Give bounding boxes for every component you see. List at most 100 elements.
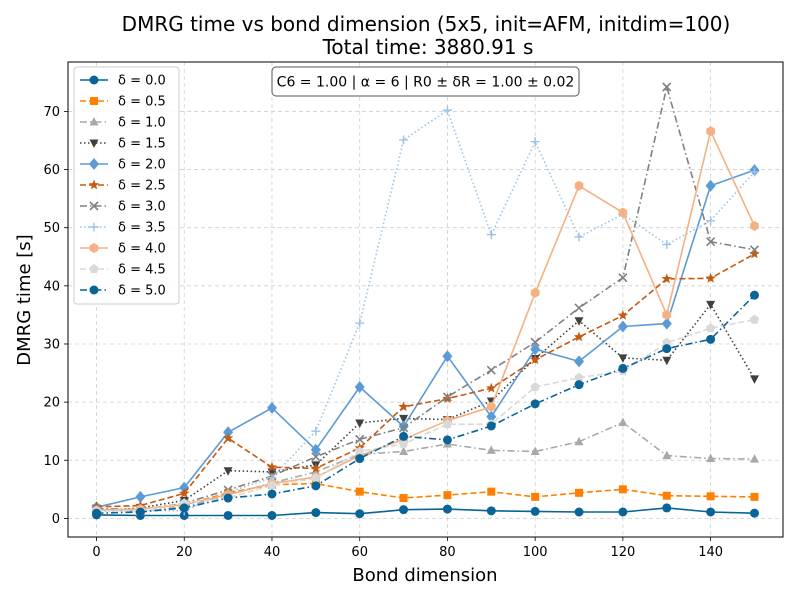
- data-point: [706, 453, 716, 462]
- data-point: [661, 317, 672, 330]
- series-line: [96, 253, 755, 508]
- data-point: [179, 487, 190, 498]
- data-point: [530, 287, 540, 298]
- data-point: [311, 452, 321, 462]
- data-point: [399, 135, 409, 145]
- data-point: [574, 317, 584, 326]
- legend-entry: δ = 2.0: [80, 158, 166, 173]
- series-line: [96, 130, 756, 512]
- data-point: [311, 473, 321, 483]
- x-axis-label: Bond dimension: [352, 565, 497, 586]
- data-point: [135, 490, 146, 503]
- data-point: [574, 436, 584, 446]
- chart-title: DMRG time vs bond dimension (5x5, init=A…: [122, 12, 731, 36]
- data-point: [442, 392, 452, 402]
- data-point: [179, 510, 189, 520]
- series-10: [92, 290, 759, 518]
- legend-entry: δ = 0.5: [80, 95, 166, 110]
- data-point: [487, 487, 496, 496]
- data-point: [399, 446, 409, 455]
- legend-frame: [73, 66, 180, 305]
- data-point: [355, 454, 365, 464]
- data-point: [530, 343, 541, 356]
- data-point: [223, 510, 233, 520]
- data-point: [487, 401, 496, 412]
- legend-marker: [89, 117, 99, 126]
- data-point: [706, 334, 716, 344]
- legend-label: δ = 0.5: [118, 95, 166, 110]
- data-point: [135, 507, 145, 517]
- data-point: [267, 510, 277, 520]
- legend: δ = 0.0 δ = 0.5 δ = 1.0 δ = 1.5 δ = 2.0 δ = 2…: [73, 66, 180, 305]
- data-point: [574, 507, 584, 517]
- data-point: [705, 323, 716, 333]
- data-point: [355, 419, 365, 428]
- data-point: [442, 419, 453, 429]
- data-point: [530, 337, 540, 347]
- data-point: [662, 344, 672, 354]
- chart-subtitle: Total time: 3880.91 s: [322, 35, 534, 59]
- series-area: [91, 82, 760, 520]
- data-point: [750, 375, 759, 384]
- data-point: [749, 248, 760, 259]
- data-point: [354, 446, 365, 456]
- y-axis-label: DMRG time [s]: [14, 234, 35, 365]
- data-point: [618, 354, 628, 363]
- data-point: [530, 137, 540, 147]
- data-point: [530, 506, 540, 516]
- data-point: [486, 421, 496, 431]
- data-point: [618, 417, 628, 426]
- legend-label: δ = 5.0: [118, 284, 166, 299]
- data-point: [618, 507, 628, 517]
- data-point: [706, 237, 716, 247]
- legend-marker: [89, 243, 99, 253]
- data-point: [442, 393, 453, 404]
- data-point: [399, 423, 409, 433]
- series-line: [96, 86, 755, 511]
- data-point: [530, 446, 540, 455]
- legend-marker: [89, 75, 99, 85]
- data-point: [530, 399, 540, 409]
- data-point: [661, 273, 672, 284]
- data-point: [617, 320, 628, 333]
- legend-marker: [90, 97, 98, 105]
- legend-entry: δ = 0.0: [80, 74, 166, 89]
- data-point: [486, 230, 496, 240]
- legend-entry: δ = 3.0: [80, 200, 166, 215]
- data-point: [662, 82, 672, 92]
- data-point: [355, 318, 365, 328]
- data-point: [311, 508, 321, 518]
- data-point: [662, 491, 671, 500]
- data-point: [749, 290, 759, 300]
- data-point: [706, 492, 715, 501]
- data-point: [442, 350, 453, 363]
- data-point: [618, 273, 628, 283]
- data-point: [618, 485, 627, 494]
- legend-marker: [89, 222, 99, 232]
- data-point: [442, 435, 452, 445]
- data-point: [354, 381, 365, 393]
- data-point: [355, 434, 365, 444]
- series-line: [96, 421, 755, 513]
- data-point: [749, 167, 759, 177]
- x-tick-label: 0: [92, 545, 100, 560]
- data-point: [662, 450, 672, 460]
- y-tick-label: 0: [52, 512, 60, 527]
- data-point: [662, 309, 672, 320]
- x-tick-label: 20: [176, 545, 193, 560]
- data-point: [267, 480, 277, 490]
- data-point: [574, 380, 584, 390]
- legend-label: δ = 0.0: [118, 74, 166, 89]
- data-point: [310, 443, 321, 456]
- data-point: [399, 431, 409, 441]
- legend-marker: [88, 179, 100, 190]
- x-tick-label: 60: [351, 545, 368, 560]
- data-point: [617, 310, 629, 320]
- legend-label: δ = 3.5: [118, 221, 166, 236]
- data-point: [442, 105, 452, 115]
- annotation-text: C6 = 1.00 | α = 6 | R0 ± δR = 1.00 ± 0.0…: [277, 75, 575, 91]
- data-point: [399, 414, 409, 424]
- data-point: [399, 494, 408, 503]
- data-point: [442, 504, 452, 514]
- data-point: [355, 509, 365, 519]
